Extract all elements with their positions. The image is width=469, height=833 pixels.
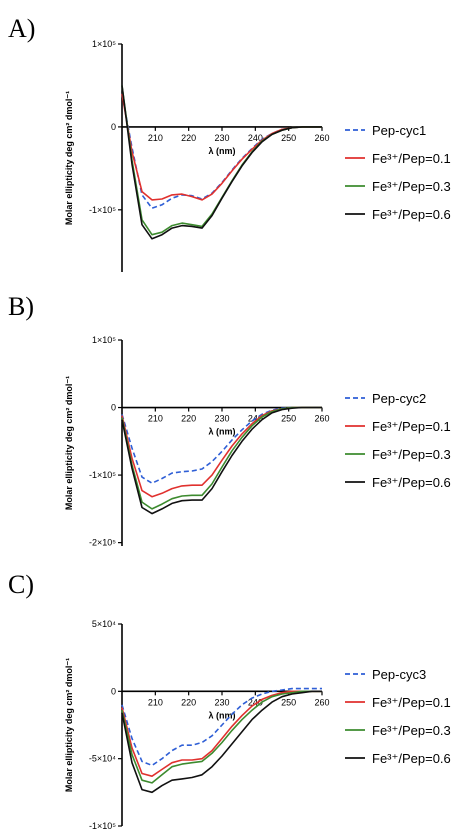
- y-tick-label: -2×10⁵: [89, 538, 116, 548]
- x-tick-label: 230: [214, 414, 229, 424]
- y-tick-label: 0: [111, 403, 116, 413]
- legend-label: Fe³⁺/Pep=0.3: [372, 447, 451, 462]
- x-tick-label: 210: [148, 133, 163, 143]
- legend-label: Pep-cyc3: [372, 667, 426, 682]
- series-line: [121, 406, 322, 515]
- legend: Pep-cyc2 Fe³⁺/Pep=0.1 Fe³⁺/Pep=0.3 Fe³⁺/Pep…: [345, 391, 451, 490]
- chart-panel-c: C) 5×10⁴ 0 -5×10⁴ -1×10⁵ 210 220 230 240 250 260 λ…: [0, 556, 469, 832]
- panel-label: A): [8, 14, 36, 43]
- x-tick-label: 250: [281, 133, 296, 143]
- x-axis-title: λ (nm): [209, 710, 236, 720]
- legend-label: Pep-cyc1: [372, 123, 426, 138]
- y-tick-label: -1×10⁵: [89, 205, 116, 215]
- y-tick-label: -5×10⁴: [89, 754, 116, 764]
- y-axis-title: Molar ellipticity deg cm² dmol⁻¹: [64, 376, 74, 510]
- x-tick-label: 220: [181, 133, 196, 143]
- series-line: [121, 687, 322, 767]
- x-axis-title: λ (nm): [209, 427, 236, 437]
- y-tick-label: 1×10⁵: [92, 335, 116, 345]
- x-tick-label: 210: [148, 697, 163, 707]
- y-axis-title: Molar ellipticity deg cm² dmol⁻¹: [64, 91, 74, 225]
- series-line: [121, 85, 322, 236]
- legend-label: Fe³⁺/Pep=0.6: [372, 207, 451, 222]
- y-tick-label: -1×10⁵: [89, 470, 116, 480]
- y-tick-label: 0: [111, 122, 116, 132]
- x-tick-label: 250: [281, 697, 296, 707]
- legend-label: Fe³⁺/Pep=0.1: [372, 151, 451, 166]
- x-tick-label: 230: [214, 133, 229, 143]
- legend-label: Fe³⁺/Pep=0.3: [372, 723, 451, 738]
- y-axis-title: Molar ellipticity deg cm² dmol⁻¹: [64, 658, 74, 792]
- x-tick-label: 260: [314, 414, 329, 424]
- panel-label: C): [8, 570, 34, 599]
- series-line: [121, 690, 322, 794]
- x-tick-label: 260: [314, 697, 329, 707]
- x-tick-label: 230: [214, 697, 229, 707]
- x-tick-label: 240: [248, 697, 263, 707]
- line-chart-a: 1×10⁵ 0 -1×10⁵ 210 220 230 240 250 260 λ (nm) Mola…: [64, 39, 451, 272]
- legend-label: Pep-cyc2: [372, 391, 426, 406]
- y-tick-label: 1×10⁵: [92, 39, 116, 49]
- legend-label: Fe³⁺/Pep=0.6: [372, 475, 451, 490]
- line-chart-c: 5×10⁴ 0 -5×10⁴ -1×10⁵ 210 220 230 240 250 260 λ (n…: [64, 619, 451, 831]
- x-tick-label: 240: [248, 133, 263, 143]
- legend-label: Fe³⁺/Pep=0.1: [372, 695, 451, 710]
- series-line: [121, 93, 322, 209]
- chart-panel-a: A) 1×10⁵ 0 -1×10⁵ 210 220 230 240 250 260 λ (nm) M…: [0, 0, 469, 276]
- x-tick-label: 210: [148, 414, 163, 424]
- legend-label: Fe³⁺/Pep=0.3: [372, 179, 451, 194]
- series-line: [121, 690, 322, 784]
- x-tick-label: 220: [181, 414, 196, 424]
- legend: Pep-cyc3 Fe³⁺/Pep=0.1 Fe³⁺/Pep=0.3 Fe³⁺/Pep…: [345, 667, 451, 766]
- x-tick-label: 260: [314, 133, 329, 143]
- chart-panel-b: B) 1×10⁵ 0 -1×10⁵ -2×10⁵ 210 220 230 240 250 260 λ…: [0, 278, 469, 554]
- x-axis-title: λ (nm): [209, 146, 236, 156]
- series-line: [121, 690, 322, 777]
- legend: Pep-cyc1 Fe³⁺/Pep=0.1 Fe³⁺/Pep=0.3 Fe³⁺/Pep…: [345, 123, 451, 222]
- series-line: [121, 406, 322, 484]
- y-tick-label: 5×10⁴: [92, 619, 116, 629]
- legend-label: Fe³⁺/Pep=0.1: [372, 419, 451, 434]
- legend-label: Fe³⁺/Pep=0.6: [372, 751, 451, 766]
- y-tick-label: -1×10⁵: [89, 821, 116, 831]
- series-line: [121, 85, 322, 240]
- panel-label: B): [8, 292, 34, 321]
- x-tick-label: 250: [281, 414, 296, 424]
- x-tick-label: 220: [181, 697, 196, 707]
- y-tick-label: 0: [111, 686, 116, 696]
